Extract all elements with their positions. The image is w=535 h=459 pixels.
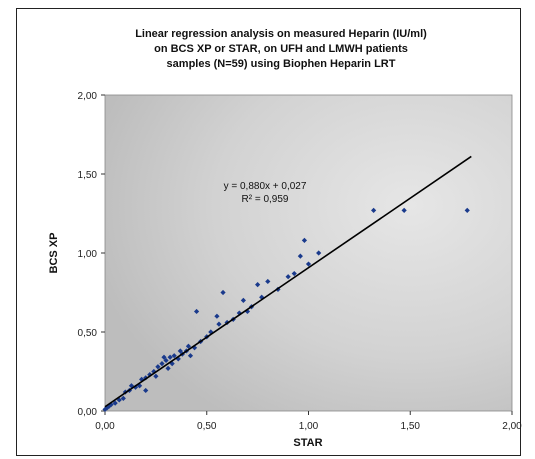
y-axis-label: BCS XP [48, 233, 60, 274]
data-point [193, 308, 200, 315]
data-point [153, 373, 159, 379]
trendline [104, 155, 472, 408]
data-point [159, 361, 165, 367]
data-point [259, 294, 265, 300]
data-point [214, 313, 220, 319]
data-point [165, 365, 171, 371]
data-point [155, 364, 161, 370]
regression-equation: y = 0,880x + 0,027 [224, 181, 307, 192]
data-point [120, 395, 126, 401]
data-point [401, 207, 407, 213]
data-point [220, 289, 226, 296]
data-point [301, 237, 308, 243]
data-point [102, 406, 108, 413]
data-point [316, 250, 322, 256]
chart-title-line-3: samples (N=59) using Biophen Heparin LRT [167, 58, 396, 70]
data-point [236, 310, 242, 316]
x-tick-label: 1,00 [299, 421, 319, 432]
x-tick-label: 0,00 [95, 421, 115, 432]
trendline-group [104, 155, 472, 408]
data-point [265, 278, 271, 285]
data-point [106, 403, 112, 409]
data-point [139, 376, 145, 382]
x-tick-label: 1,50 [401, 421, 421, 432]
data-point [216, 321, 222, 327]
plot-area [104, 94, 513, 412]
chart-title: Linear regression analysis on measured H… [135, 28, 427, 70]
data-point [191, 345, 198, 351]
data-point [136, 383, 143, 389]
y-tick-label: 1,00 [78, 249, 98, 260]
chart-title-line-1: Linear regression analysis on measured H… [135, 28, 427, 40]
data-point [151, 368, 157, 375]
r-squared-label: R² = 0,959 [242, 194, 289, 205]
data-point [185, 343, 192, 349]
data-point [240, 297, 246, 303]
chart-frame: Linear regression analysis on measured H… [16, 8, 522, 456]
data-point [297, 253, 303, 259]
data-point [291, 270, 297, 277]
data-point [177, 348, 183, 354]
y-tick-label: 0,50 [78, 328, 98, 339]
y-tick-label: 2,00 [78, 91, 98, 102]
data-point [169, 361, 175, 367]
data-point [464, 207, 470, 213]
x-axis-label: STAR [293, 437, 322, 449]
x-tick-label: 2,00 [502, 421, 522, 432]
data-point [285, 274, 291, 280]
data-point [171, 353, 177, 359]
y-tick-label: 1,50 [78, 170, 98, 181]
data-point [255, 282, 261, 288]
data-point [208, 329, 214, 335]
data-point [175, 356, 181, 362]
x-tick-label: 0,50 [197, 421, 217, 432]
data-point [167, 354, 173, 360]
scatter-chart: Linear regression analysis on measured H… [48, 28, 522, 449]
data-point [244, 308, 251, 315]
data-point [132, 384, 139, 390]
axes: 0,00 0,50 1,00 1,50 2,00 0,00 0,50 1,00 1,50 2,00 [78, 91, 522, 432]
data-point [108, 402, 114, 408]
data-point [104, 405, 110, 411]
data-point [147, 372, 153, 378]
y-tick-label: 0,00 [78, 407, 98, 418]
data-point [163, 357, 169, 364]
data-point [305, 261, 312, 267]
data-point [371, 207, 377, 213]
data-point [187, 353, 194, 359]
data-point [161, 354, 167, 360]
data-point [116, 397, 122, 403]
chart-title-line-2: on BCS XP or STAR, on UFH and LMWH patie… [154, 43, 408, 55]
data-point [112, 400, 118, 406]
